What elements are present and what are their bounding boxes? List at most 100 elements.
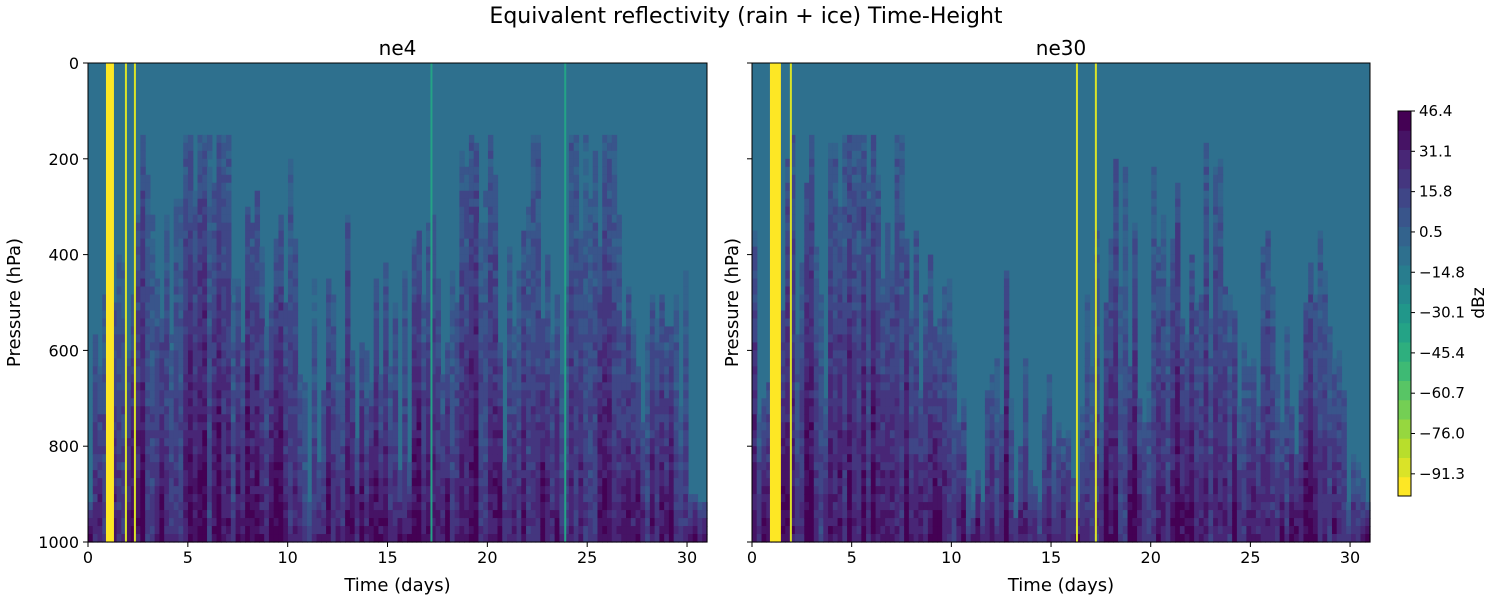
heatmap-cell	[583, 438, 588, 447]
heatmap-cell	[683, 414, 688, 423]
heatmap-cell	[278, 223, 283, 232]
heatmap-cell	[155, 382, 160, 391]
heatmap-cell	[464, 167, 469, 176]
heatmap-cell	[488, 318, 493, 327]
heatmap-cell	[383, 510, 388, 519]
heatmap-cell	[650, 510, 655, 519]
heatmap-cell	[136, 438, 141, 447]
heatmap-cell	[650, 502, 655, 511]
heatmap-cell	[809, 239, 814, 248]
heatmap-cell	[574, 255, 579, 264]
heatmap-cell	[469, 199, 474, 208]
heatmap-cell	[574, 454, 579, 463]
heatmap-cell	[188, 510, 193, 519]
heatmap-cell	[559, 470, 564, 479]
heatmap-cell	[819, 334, 824, 343]
heatmap-cell	[607, 462, 612, 471]
heatmap-cell	[645, 342, 650, 351]
heatmap-cell	[517, 382, 522, 391]
heatmap-cell	[569, 454, 574, 463]
heatmap-cell	[612, 502, 617, 511]
heatmap-cell	[607, 326, 612, 335]
heatmap-cell	[207, 366, 212, 375]
heatmap-cell	[207, 430, 212, 439]
heatmap-cell	[655, 526, 660, 535]
heatmap-cell	[464, 462, 469, 471]
heatmap-cell	[326, 510, 331, 519]
heatmap-cell	[207, 398, 212, 407]
heatmap-cell	[302, 430, 307, 439]
heatmap-cell	[762, 470, 767, 479]
heatmap-cell	[645, 526, 650, 535]
heatmap-cell	[464, 199, 469, 208]
heatmap-cell	[617, 398, 622, 407]
heatmap-cell	[331, 470, 336, 479]
heatmap-cell	[212, 207, 217, 216]
heatmap-cell	[326, 438, 331, 447]
y-axis-label: Pressure (hPa)	[4, 238, 25, 367]
heatmap-cell	[678, 510, 683, 519]
heatmap-cell	[417, 303, 422, 312]
heatmap-cell	[336, 510, 341, 519]
heatmap-cell	[388, 390, 393, 399]
heatmap-cell	[355, 502, 360, 511]
heatmap-cell	[640, 534, 645, 543]
heatmap-cell	[602, 334, 607, 343]
heatmap-cell	[436, 350, 441, 359]
heatmap-cell	[459, 326, 464, 335]
heatmap-cell	[164, 398, 169, 407]
heatmap-cell	[188, 406, 193, 415]
heatmap-cell	[174, 295, 179, 304]
heatmap-cell	[340, 374, 345, 383]
heatmap-cell	[255, 215, 260, 224]
heatmap-cell	[340, 502, 345, 511]
heatmap-cell	[450, 462, 455, 471]
heatmap-cell	[785, 326, 790, 335]
heatmap-cell	[140, 175, 145, 184]
heatmap-cell	[207, 350, 212, 359]
heatmap-cell	[169, 518, 174, 527]
heatmap-cell	[264, 422, 269, 431]
heatmap-cell	[455, 414, 460, 423]
heatmap-cell	[531, 334, 536, 343]
heatmap-cell	[331, 446, 336, 455]
heatmap-cell	[250, 534, 255, 543]
heatmap-cell	[819, 303, 824, 312]
heatmap-cell	[193, 255, 198, 264]
heatmap-cell	[693, 494, 698, 503]
heatmap-cell	[617, 366, 622, 375]
heatmap-cell	[312, 287, 317, 296]
heatmap-cell	[512, 430, 517, 439]
heatmap-cell	[345, 287, 350, 296]
heatmap-cell	[226, 470, 231, 479]
heatmap-cell	[374, 422, 379, 431]
heatmap-cell	[298, 374, 303, 383]
heatmap-cell	[198, 231, 203, 240]
heatmap-cell	[597, 366, 602, 375]
heatmap-cell	[183, 318, 188, 327]
heatmap-cell	[459, 510, 464, 519]
heatmap-cell	[174, 510, 179, 519]
heatmap-cell	[640, 502, 645, 511]
heatmap-cell	[488, 334, 493, 343]
heatmap-cell	[531, 151, 536, 160]
heatmap-cell	[259, 430, 264, 439]
heatmap-cell	[288, 350, 293, 359]
heatmap-cell	[785, 430, 790, 439]
heatmap-cell	[809, 183, 814, 192]
heatmap-cell	[207, 183, 212, 192]
heatmap-cell	[502, 510, 507, 519]
heatmap-cell	[459, 295, 464, 304]
heatmap-cell	[569, 342, 574, 351]
heatmap-cell	[531, 183, 536, 192]
heatmap-cell	[212, 502, 217, 511]
heatmap-cell	[626, 406, 631, 415]
heatmap-cell	[402, 462, 407, 471]
heatmap-cell	[574, 334, 579, 343]
heatmap-cell	[374, 318, 379, 327]
heatmap-cell	[588, 215, 593, 224]
heatmap-cell	[307, 518, 312, 527]
heatmap-cell	[250, 526, 255, 535]
heatmap-cell	[283, 518, 288, 527]
heatmap-cell	[264, 326, 269, 335]
